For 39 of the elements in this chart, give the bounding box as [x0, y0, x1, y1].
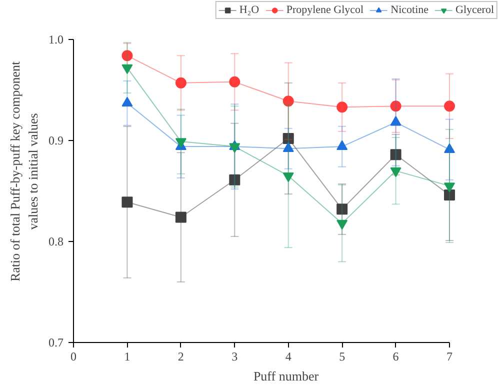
point — [336, 102, 348, 113]
point — [390, 149, 402, 160]
point — [282, 96, 294, 107]
point — [122, 196, 133, 208]
legend-label: Propylene Glycol — [286, 4, 364, 16]
point — [175, 77, 186, 88]
point — [444, 100, 455, 112]
point — [282, 172, 294, 182]
legend-label: H₂O — [239, 4, 260, 16]
x-tick-label: 0 — [70, 350, 76, 364]
point — [229, 76, 240, 88]
x-axis-title: Puff number — [253, 368, 320, 384]
point — [122, 50, 133, 62]
point — [390, 167, 402, 178]
y-axis-title: Ratio of total Puff-by-puff key component values to initial values — [8, 61, 40, 282]
point — [282, 132, 294, 144]
y-tick-label: 1.0 — [48, 32, 64, 46]
point — [390, 100, 402, 112]
x-tick-label: 2 — [178, 350, 184, 364]
point — [229, 174, 240, 186]
y-tick-label: 0.7 — [48, 336, 64, 350]
legend-label: Glycerol — [456, 4, 494, 16]
point — [175, 212, 186, 223]
x-tick-label: 5 — [339, 350, 346, 364]
point — [336, 204, 348, 215]
x-tick-label: 4 — [285, 350, 292, 364]
x-tick-label: 1 — [124, 350, 130, 364]
x-tick-label: 6 — [392, 350, 399, 364]
x-tick-label: 3 — [232, 350, 238, 364]
x-tick-label: 7 — [446, 350, 452, 364]
point — [122, 96, 133, 107]
point — [444, 190, 455, 201]
point — [444, 182, 455, 192]
point — [336, 220, 348, 230]
point — [390, 116, 402, 126]
point — [229, 143, 240, 153]
legend-label: Nicotine — [390, 4, 429, 16]
y-tick-label: 0.8 — [48, 234, 64, 248]
y-tick-label: 0.9 — [48, 134, 64, 148]
